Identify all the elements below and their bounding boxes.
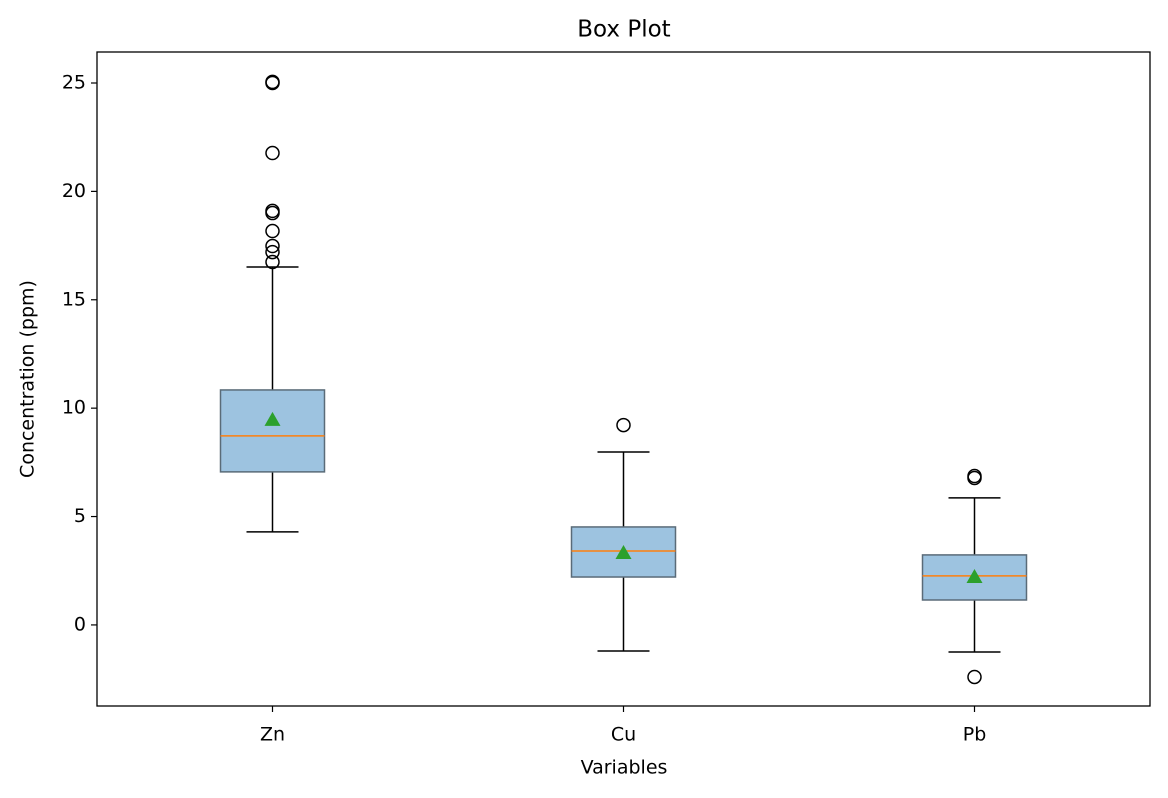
x-axis-label: Variables [581, 757, 668, 779]
mean-marker [615, 544, 632, 559]
x-tick-label: Cu [611, 724, 636, 746]
x-tick-label: Pb [963, 724, 987, 746]
outlier [616, 417, 631, 433]
y-tick-label: 20 [62, 180, 86, 202]
box [219, 389, 326, 473]
outlier [265, 205, 280, 221]
outlier [265, 74, 280, 90]
outlier [265, 244, 280, 260]
y-tick-label: 25 [62, 71, 86, 93]
y-tick-label: 15 [62, 288, 86, 310]
x-tick-label: Zn [260, 724, 285, 746]
outlier [967, 470, 982, 486]
outlier [265, 145, 280, 161]
y-tick-label: 10 [62, 397, 86, 419]
outlier [967, 669, 982, 685]
mean-marker [966, 569, 983, 584]
y-tick-label: 0 [74, 613, 86, 635]
mean-marker [264, 411, 281, 426]
outlier [265, 254, 280, 270]
outlier [265, 223, 280, 239]
y-axis-label: Concentration (ppm) [17, 280, 39, 478]
outlier [265, 238, 280, 254]
y-tick-label: 5 [74, 505, 86, 527]
chart-title: Box Plot [577, 17, 670, 43]
